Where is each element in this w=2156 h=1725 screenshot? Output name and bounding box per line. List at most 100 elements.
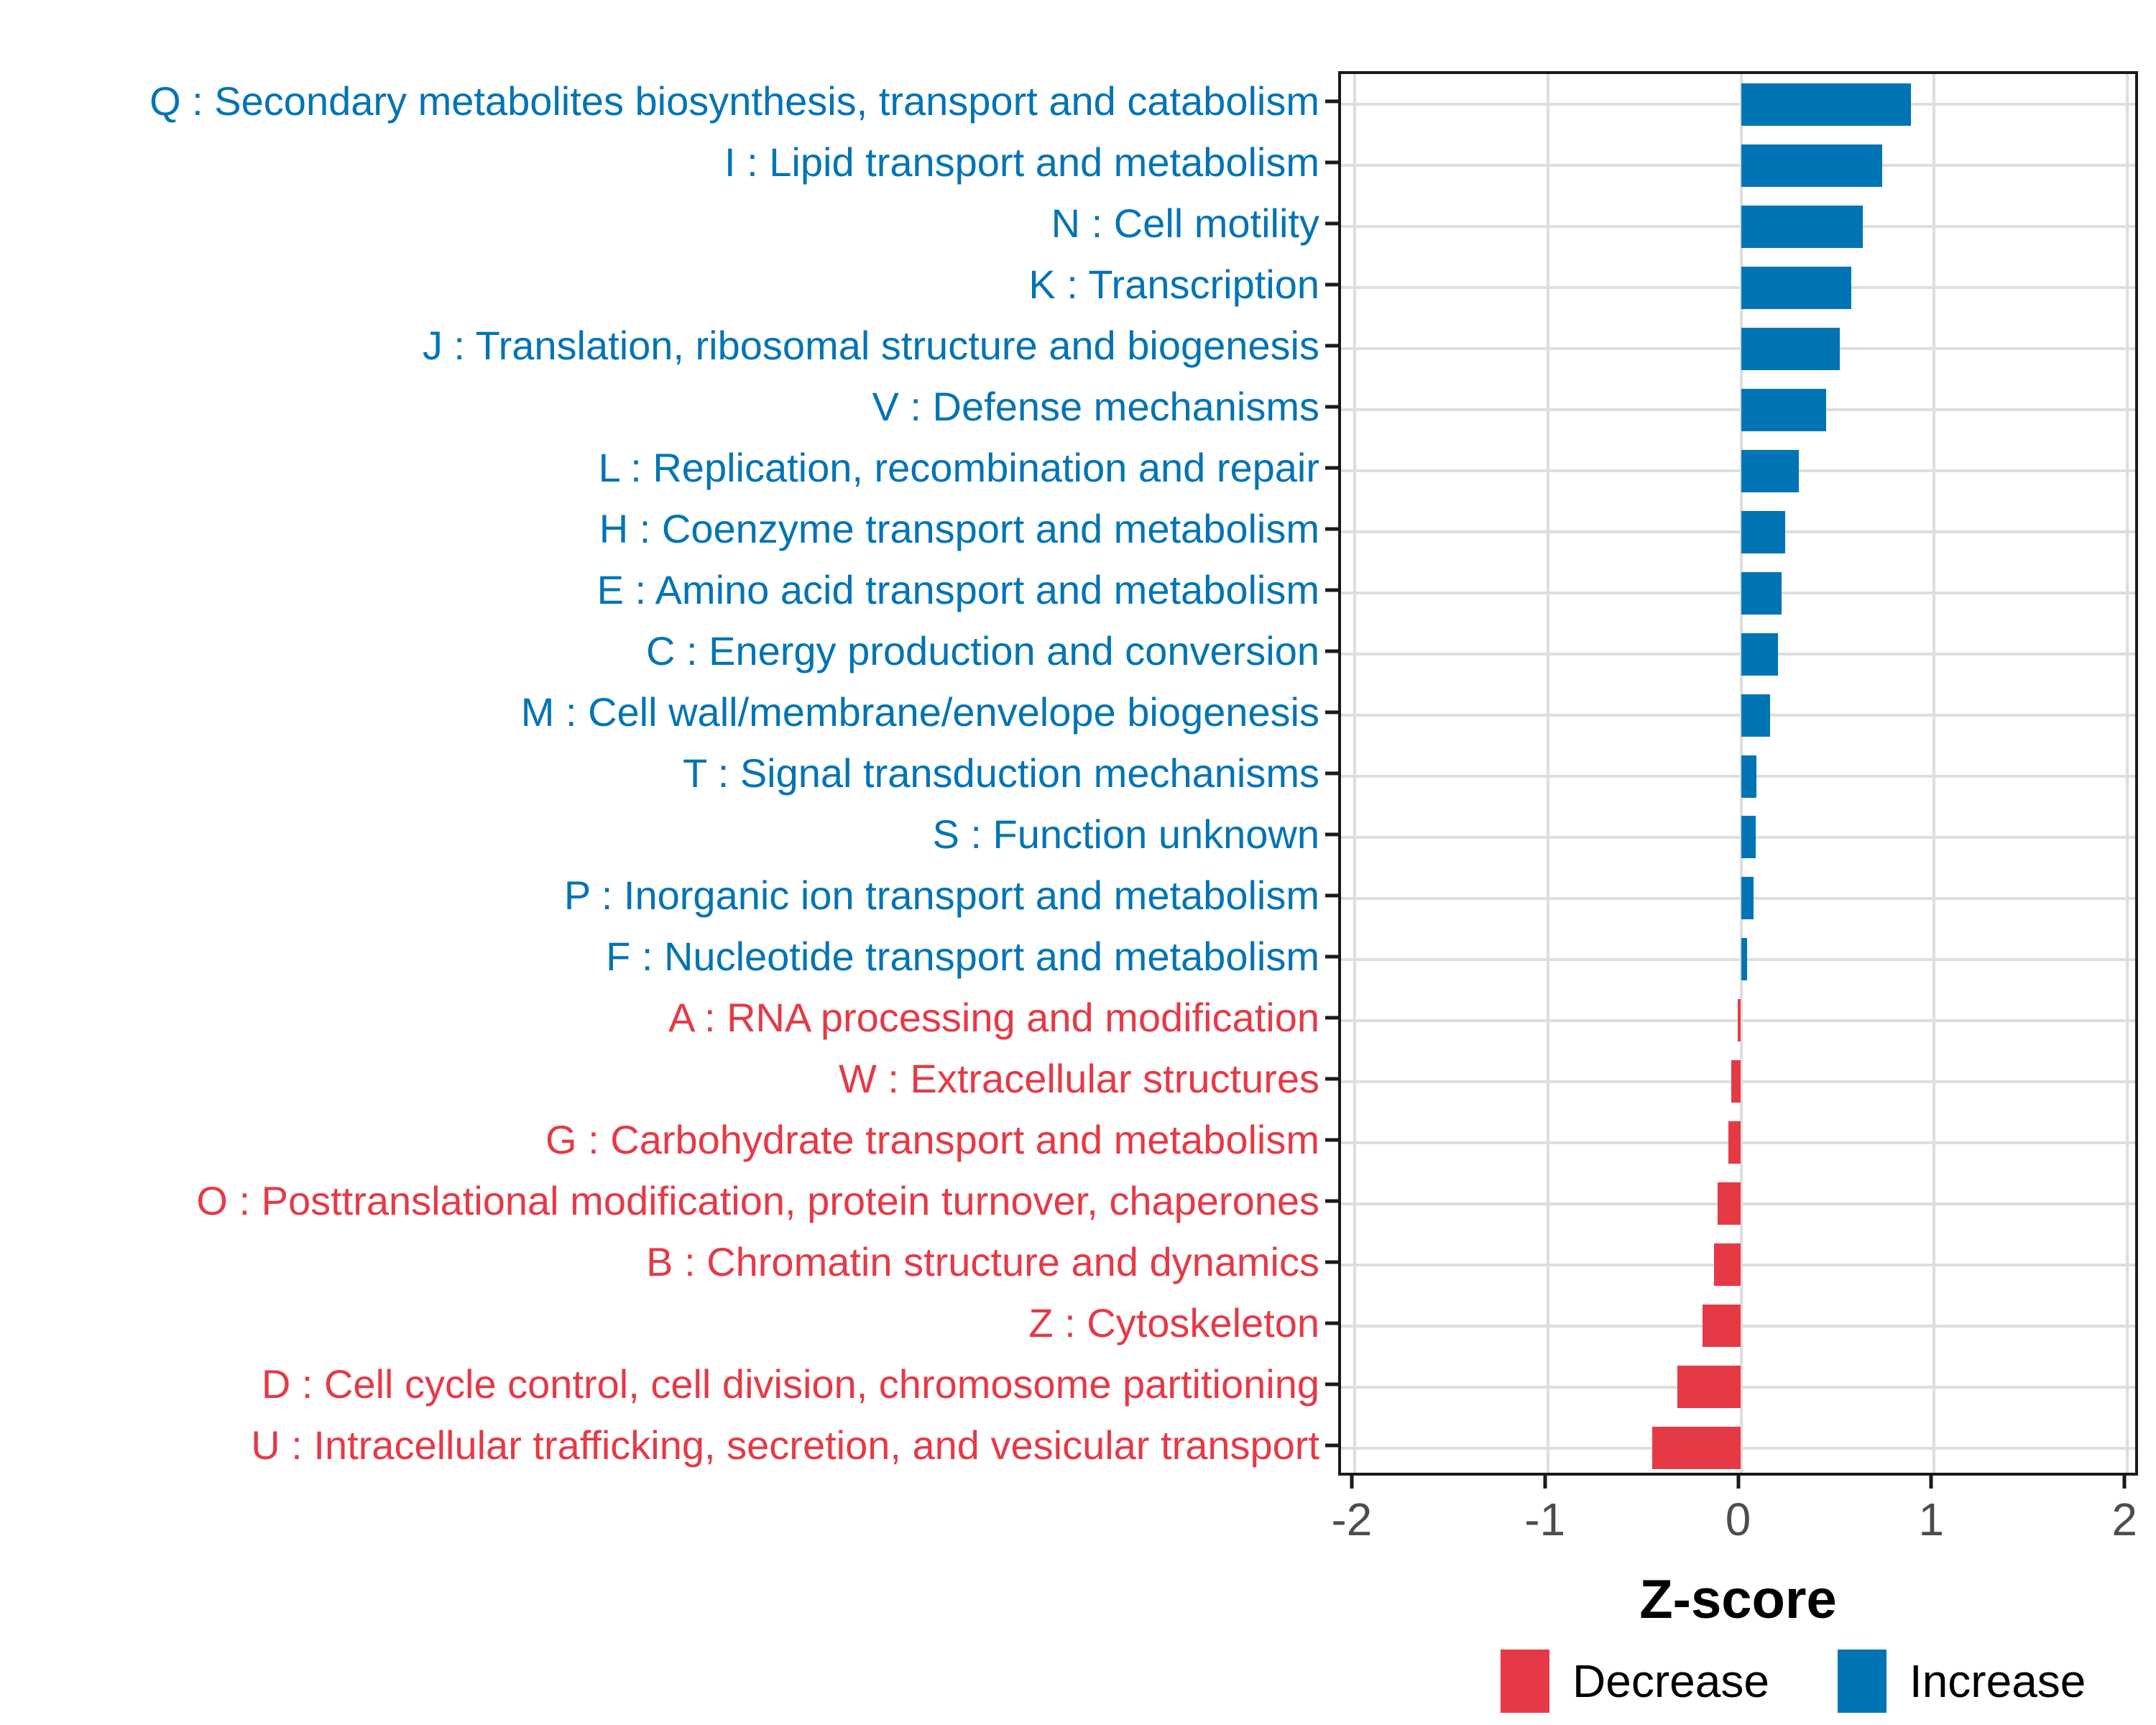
category-label-U: U : Intracellular trafficking, secretion… [251,1422,1319,1468]
y-tick-mark [1325,771,1338,776]
y-tick-mark [1325,1260,1338,1264]
bar-J [1741,327,1840,370]
gridline-row [1341,653,2135,656]
bar-H [1741,510,1786,553]
bar-Z [1702,1305,1741,1348]
y-tick-mark [1325,405,1338,409]
bar-G [1728,1121,1741,1164]
category-label-V: V : Defense mechanisms [872,384,1319,430]
bar-T [1741,755,1756,798]
legend-key-decrease-swatch [1501,1650,1549,1713]
y-tick-mark [1325,160,1338,165]
category-label-C: C : Energy production and conversion [646,628,1319,674]
category-label-P: P : Inorganic ion transport and metaboli… [563,872,1319,918]
y-tick-mark [1325,99,1338,104]
bar-F [1741,938,1747,981]
gridline-row [1341,225,2135,229]
category-label-I: I : Lipid transport and metabolism [724,139,1319,185]
gridline-row [1341,835,2135,839]
y-tick-mark [1325,466,1338,470]
category-label-Q: Q : Secondary metabolites biosynthesis, … [149,78,1319,124]
y-tick-mark [1325,588,1338,592]
legend-entry-decrease: Decrease [1501,1650,1769,1713]
category-label-H: H : Coenzyme transport and metabolism [599,506,1319,552]
category-label-N: N : Cell motility [1051,201,1319,247]
y-tick-mark [1325,1382,1338,1386]
bar-Q [1741,83,1912,126]
gridline-row [1341,164,2135,167]
y-tick-mark [1325,282,1338,287]
gridline-row [1341,286,2135,290]
bar-E [1741,571,1782,615]
gridline-row [1341,592,2135,595]
y-tick-mark [1325,710,1338,714]
bar-O [1718,1182,1741,1225]
bar-V [1741,388,1826,431]
y-tick-mark [1325,1016,1338,1020]
plot-panel [1338,71,2138,1476]
legend-entry-increase: Increase [1837,1650,2086,1713]
x-tick-label-1: 1 [1918,1494,1945,1545]
y-tick-mark [1325,832,1338,837]
y-tick-mark [1325,1443,1338,1448]
x-tick-mark-1 [1929,1476,1933,1489]
bar-L [1741,449,1800,492]
y-tick-mark [1325,954,1338,959]
gridline-row [1341,530,2135,534]
category-label-T: T : Signal transduction mechanisms [682,750,1319,796]
x-tick-mark-0 [1736,1476,1740,1489]
gridline-x--1 [1546,74,1549,1473]
y-tick-mark [1325,649,1338,653]
gridline-row [1341,103,2135,106]
bar-P [1741,877,1754,920]
x-tick-mark-2 [2122,1476,2127,1489]
x-tick-label-0: 0 [1725,1494,1751,1545]
gridline-row [1341,896,2135,900]
bar-S [1741,816,1756,859]
category-label-J: J : Translation, ribosomal structure and… [422,323,1319,369]
gridline-x-2 [2126,74,2129,1473]
gridline-row [1341,408,2135,412]
category-label-K: K : Transcription [1028,262,1319,308]
gridline-row [1341,775,2135,778]
category-label-B: B : Chromatin structure and dynamics [646,1238,1319,1284]
y-tick-mark [1325,1321,1338,1325]
category-label-Z: Z : Cytoskeleton [1028,1300,1319,1346]
legend-label-decrease: Decrease [1572,1655,1769,1707]
x-axis-title: Z-score [1639,1569,1837,1630]
legend-label-increase: Increase [1909,1655,2086,1707]
category-label-M: M : Cell wall/membrane/envelope biogenes… [520,689,1319,735]
y-tick-mark [1325,221,1338,226]
gridline-row [1341,347,2135,351]
y-tick-mark [1325,1138,1338,1142]
gridline-x--2 [1353,74,1356,1473]
bar-C [1741,632,1778,676]
bar-N [1741,205,1863,248]
legend-key-increase-swatch [1837,1650,1886,1713]
category-label-F: F : Nucleotide transport and metabolism [606,933,1319,979]
category-label-W: W : Extracellular structures [838,1055,1319,1101]
category-label-S: S : Function unknown [932,811,1319,857]
y-tick-mark [1325,344,1338,348]
bar-M [1741,694,1770,737]
gridline-x-1 [1932,74,1936,1473]
y-tick-mark [1325,527,1338,531]
bar-A [1738,999,1741,1042]
bar-U [1651,1427,1741,1470]
x-tick-label-2: 2 [2111,1494,2137,1545]
y-tick-mark [1325,893,1338,898]
category-label-D: D : Cell cycle control, cell division, c… [261,1361,1319,1407]
bar-I [1741,144,1882,187]
x-tick-mark--1 [1543,1476,1547,1489]
bar-K [1741,266,1851,309]
category-label-G: G : Carbohydrate transport and metabolis… [545,1116,1319,1162]
category-label-O: O : Posttranslational modification, prot… [196,1177,1319,1223]
x-tick-label--2: -2 [1331,1494,1373,1545]
y-tick-mark [1325,1077,1338,1081]
x-tick-mark--2 [1350,1476,1354,1489]
y-tick-mark [1325,1199,1338,1203]
category-label-E: E : Amino acid transport and metabolism [596,567,1319,613]
category-label-A: A : RNA processing and modification [668,994,1319,1040]
gridline-row [1341,469,2135,473]
